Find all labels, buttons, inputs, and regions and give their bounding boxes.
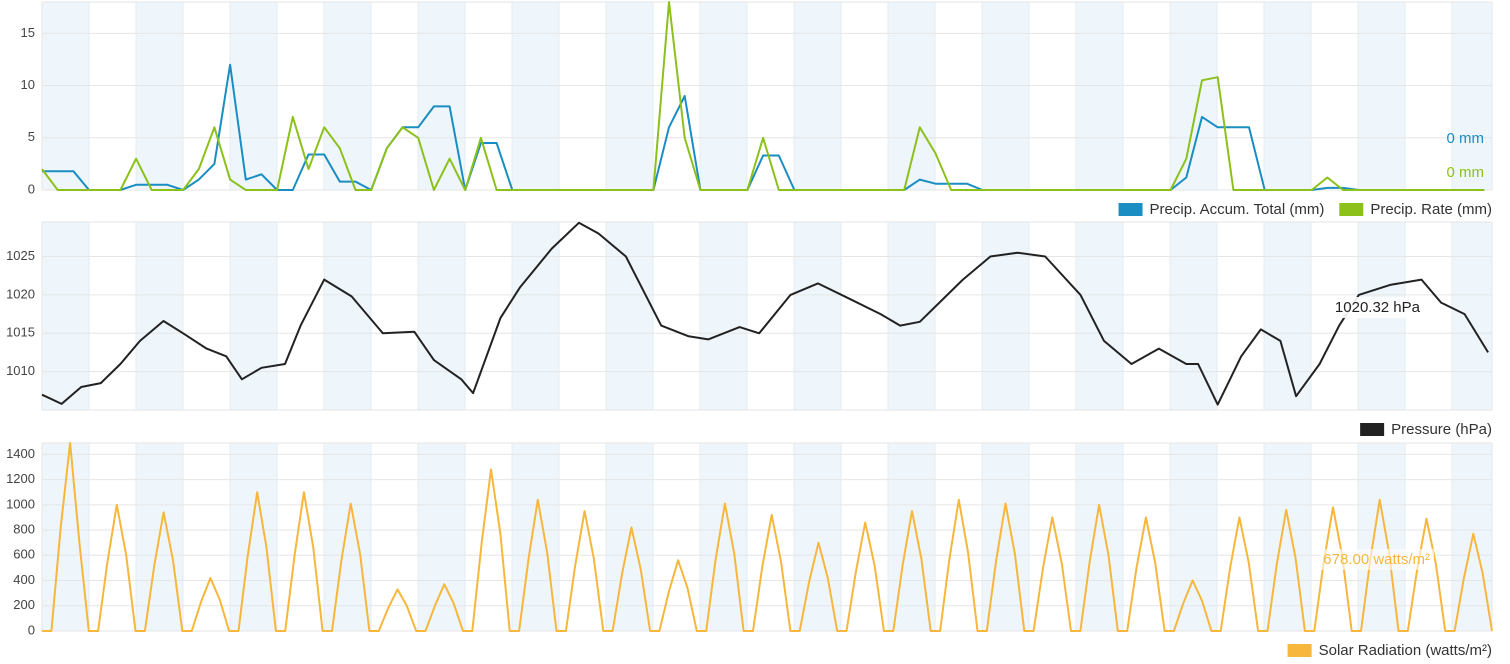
day-band <box>888 222 935 410</box>
day-band <box>1264 222 1311 410</box>
day-band <box>606 222 653 410</box>
current-value-label: 0 mm <box>1447 130 1485 147</box>
day-band <box>136 222 183 410</box>
y-tick-label: 1200 <box>6 471 35 486</box>
y-tick-label: 400 <box>13 572 35 587</box>
day-band <box>1170 2 1217 190</box>
day-band <box>324 443 371 631</box>
data-line <box>41 221 1489 406</box>
legend-label: Pressure (hPa) <box>1391 421 1492 438</box>
data-line <box>42 63 1485 191</box>
day-band <box>1076 2 1123 190</box>
y-tick-label: 15 <box>21 25 35 40</box>
day-band <box>42 222 89 410</box>
day-band <box>700 2 747 190</box>
day-band <box>982 222 1029 410</box>
current-value-label: 1020.32 hPa <box>1335 299 1421 316</box>
plot-frame <box>41 221 1493 411</box>
legend-swatch <box>1118 203 1143 216</box>
day-band <box>1452 222 1492 410</box>
y-tick-label: 1020 <box>6 286 35 301</box>
day-band <box>418 222 465 410</box>
day-band <box>512 443 559 631</box>
day-band <box>230 443 277 631</box>
legend-swatch <box>1360 423 1385 436</box>
data-line <box>42 442 1493 632</box>
day-band <box>606 2 653 190</box>
y-tick-label: 600 <box>13 547 35 562</box>
day-band <box>512 222 559 410</box>
day-band <box>1170 222 1217 410</box>
day-band <box>230 2 277 190</box>
day-band <box>418 443 465 631</box>
y-tick-label: 0 <box>28 622 35 637</box>
current-value-label: 678.00 watts/m² <box>1323 551 1430 568</box>
y-tick-label: 200 <box>13 597 35 612</box>
day-band <box>1076 443 1123 631</box>
y-tick-label: 1015 <box>6 325 35 340</box>
day-band <box>324 222 371 410</box>
y-tick-label: 1000 <box>6 496 35 511</box>
current-value-label: 0 mm <box>1447 164 1485 181</box>
day-band <box>1358 2 1405 190</box>
legend-swatch <box>1287 644 1312 657</box>
y-tick-label: 1010 <box>6 363 35 378</box>
legend-label: Precip. Rate (mm) <box>1370 201 1492 218</box>
day-band <box>794 2 841 190</box>
day-band <box>512 2 559 190</box>
y-tick-label: 1025 <box>6 248 35 263</box>
label-bg <box>1330 296 1425 318</box>
label-bg <box>1319 548 1434 570</box>
day-band <box>1264 2 1311 190</box>
day-band <box>700 222 747 410</box>
y-tick-label: 800 <box>13 521 35 536</box>
day-band <box>42 443 89 631</box>
y-tick-label: 0 <box>28 181 35 196</box>
day-band <box>982 443 1029 631</box>
day-band <box>794 443 841 631</box>
day-band <box>1076 222 1123 410</box>
legend-label: Solar Radiation (watts/m²) <box>1319 642 1492 659</box>
day-band <box>230 222 277 410</box>
day-band <box>136 2 183 190</box>
day-band <box>1452 2 1492 190</box>
day-band <box>324 2 371 190</box>
y-tick-label: 5 <box>28 129 35 144</box>
day-band <box>982 2 1029 190</box>
legend-swatch <box>1339 203 1364 216</box>
y-tick-label: 1400 <box>6 446 35 461</box>
legend-label: Precip. Accum. Total (mm) <box>1150 201 1325 218</box>
y-tick-label: 10 <box>21 77 35 92</box>
data-line <box>41 1 1485 191</box>
day-band <box>42 2 89 190</box>
day-band <box>1170 443 1217 631</box>
day-band <box>794 222 841 410</box>
